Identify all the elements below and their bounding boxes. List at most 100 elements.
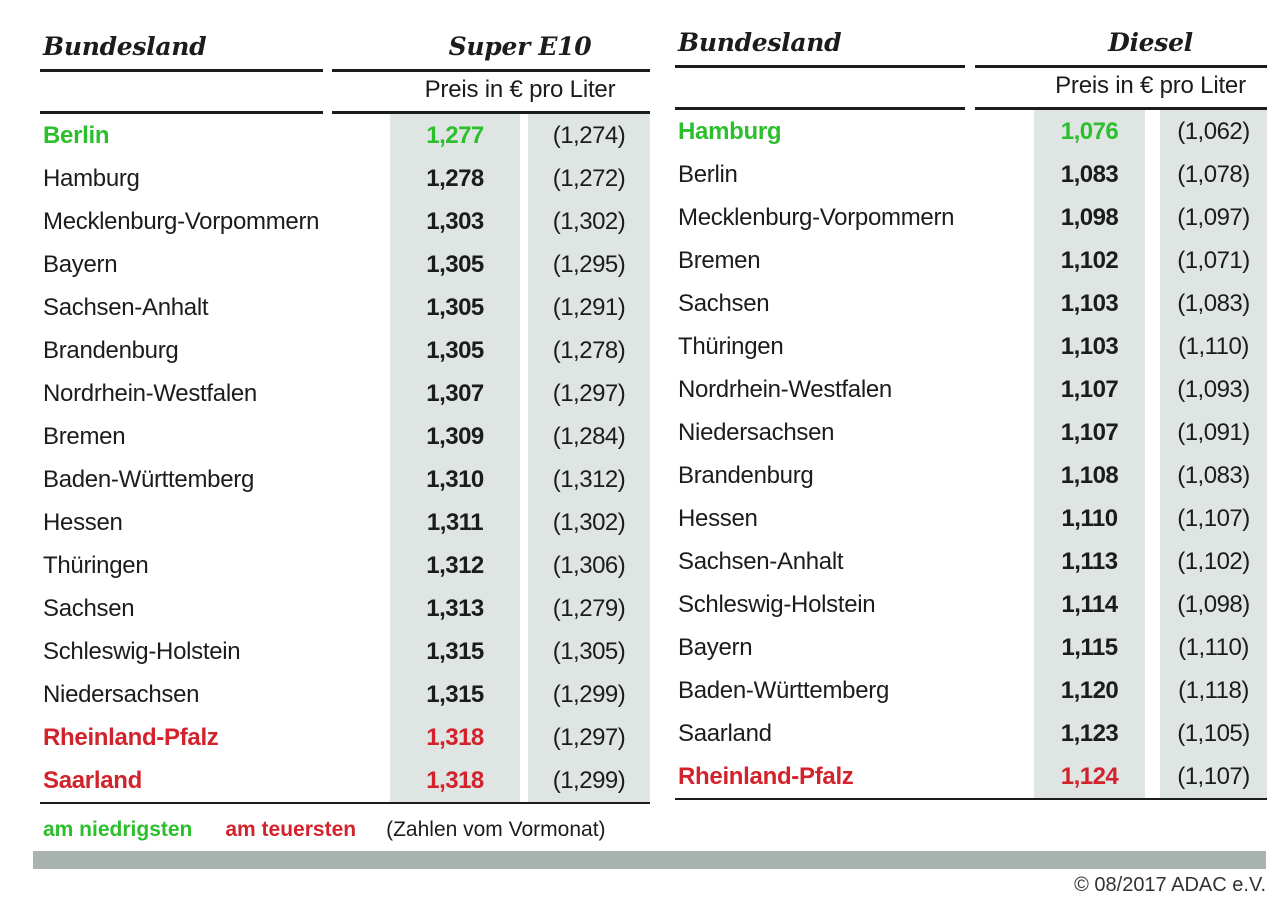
current-price: 1,305 bbox=[390, 286, 520, 329]
previous-month-price: (1,278) bbox=[528, 329, 650, 372]
state-name: Brandenburg bbox=[43, 336, 179, 364]
table-bottom-rule bbox=[675, 798, 1267, 800]
state-name: Sachsen bbox=[43, 594, 135, 622]
copyright-notice: © 08/2017 ADAC e.V. bbox=[1074, 874, 1266, 896]
current-price: 1,277 bbox=[390, 114, 520, 157]
column-spacer bbox=[520, 716, 528, 759]
column-spacer bbox=[1145, 454, 1160, 497]
column-spacer bbox=[1145, 196, 1160, 239]
state-column-header: Bundesland bbox=[40, 30, 323, 72]
current-price: 1,303 bbox=[390, 200, 520, 243]
state-column-subheader-space bbox=[675, 68, 965, 110]
column-spacer bbox=[1145, 368, 1160, 411]
column-spacer bbox=[1145, 239, 1160, 282]
column-spacer bbox=[1145, 153, 1160, 196]
current-price: 1,278 bbox=[390, 157, 520, 200]
column-spacer bbox=[1145, 411, 1160, 454]
state-column-header: Bundesland bbox=[675, 26, 965, 68]
column-spacer bbox=[520, 458, 528, 501]
legend-previous-month-note: (Zahlen vom Vormonat) bbox=[386, 818, 606, 841]
current-price: 1,310 bbox=[390, 458, 520, 501]
state-name: Nordrhein-Westfalen bbox=[678, 375, 892, 403]
legend-lowest-label: am niedrigsten bbox=[43, 818, 193, 841]
state-name: Hamburg bbox=[678, 117, 782, 145]
state-name: Niedersachsen bbox=[678, 418, 835, 446]
state-name: Bremen bbox=[43, 422, 126, 450]
state-name: Bremen bbox=[678, 246, 761, 274]
previous-month-price: (1,093) bbox=[1160, 368, 1267, 411]
previous-month-price: (1,083) bbox=[1160, 282, 1267, 325]
current-price: 1,305 bbox=[390, 329, 520, 372]
previous-month-price: (1,284) bbox=[528, 415, 650, 458]
current-price: 1,107 bbox=[1034, 368, 1145, 411]
column-spacer bbox=[520, 759, 528, 802]
previous-month-price: (1,107) bbox=[1160, 497, 1267, 540]
current-price: 1,124 bbox=[1034, 755, 1145, 798]
previous-month-price: (1,107) bbox=[1160, 755, 1267, 798]
column-spacer bbox=[520, 673, 528, 716]
state-name: Bayern bbox=[43, 250, 118, 278]
column-spacer bbox=[520, 501, 528, 544]
header-rule-gap bbox=[965, 26, 975, 68]
previous-month-price: (1,118) bbox=[1160, 669, 1267, 712]
current-price: 1,083 bbox=[1034, 153, 1145, 196]
state-name: Thüringen bbox=[43, 551, 149, 579]
state-name: Brandenburg bbox=[678, 461, 814, 489]
state-name: Sachsen-Anhalt bbox=[43, 293, 209, 321]
state-name: Hessen bbox=[678, 504, 758, 532]
state-name: Schleswig-Holstein bbox=[678, 590, 876, 618]
current-price: 1,107 bbox=[1034, 411, 1145, 454]
state-name: Schleswig-Holstein bbox=[43, 637, 241, 665]
state-name: Niedersachsen bbox=[43, 680, 200, 708]
state-name: Sachsen bbox=[678, 289, 770, 317]
previous-month-price: (1,297) bbox=[528, 716, 650, 759]
state-name: Saarland bbox=[43, 766, 142, 794]
state-name: Rheinland-Pfalz bbox=[678, 762, 854, 790]
current-price: 1,102 bbox=[1034, 239, 1145, 282]
previous-month-price: (1,083) bbox=[1160, 454, 1267, 497]
current-price: 1,110 bbox=[1034, 497, 1145, 540]
previous-month-price: (1,299) bbox=[528, 759, 650, 802]
column-spacer bbox=[1145, 325, 1160, 368]
current-price: 1,315 bbox=[390, 630, 520, 673]
previous-month-price: (1,299) bbox=[528, 673, 650, 716]
previous-month-price: (1,091) bbox=[1160, 411, 1267, 454]
previous-month-price: (1,306) bbox=[528, 544, 650, 587]
state-column-subheader-space bbox=[40, 72, 323, 114]
previous-month-price: (1,312) bbox=[528, 458, 650, 501]
current-price: 1,108 bbox=[1034, 454, 1145, 497]
state-name: Baden-Württemberg bbox=[678, 676, 889, 704]
column-spacer bbox=[520, 544, 528, 587]
current-price: 1,315 bbox=[390, 673, 520, 716]
current-price: 1,076 bbox=[1034, 110, 1145, 153]
previous-month-price: (1,297) bbox=[528, 372, 650, 415]
previous-month-price: (1,110) bbox=[1160, 325, 1267, 368]
column-spacer bbox=[1145, 669, 1160, 712]
previous-month-price: (1,274) bbox=[528, 114, 650, 157]
header-rule-gap bbox=[323, 72, 332, 114]
state-name: Thüringen bbox=[678, 332, 784, 360]
column-spacer bbox=[520, 243, 528, 286]
current-price: 1,103 bbox=[1034, 325, 1145, 368]
previous-month-price: (1,305) bbox=[528, 630, 650, 673]
column-spacer bbox=[520, 415, 528, 458]
state-name: Hamburg bbox=[43, 164, 140, 192]
column-spacer bbox=[520, 372, 528, 415]
state-name: Mecklenburg-Vorpommern bbox=[43, 207, 320, 235]
current-price: 1,318 bbox=[390, 759, 520, 802]
previous-month-price: (1,272) bbox=[528, 157, 650, 200]
previous-month-price: (1,302) bbox=[528, 200, 650, 243]
current-price: 1,115 bbox=[1034, 626, 1145, 669]
current-price: 1,098 bbox=[1034, 196, 1145, 239]
fuel-column-header: Super E10 bbox=[332, 30, 650, 72]
column-spacer bbox=[1145, 497, 1160, 540]
state-name: Berlin bbox=[43, 121, 110, 149]
state-name: Baden-Württemberg bbox=[43, 465, 254, 493]
price-unit-header: Preis in € pro Liter bbox=[975, 68, 1267, 110]
column-spacer bbox=[520, 329, 528, 372]
current-price: 1,113 bbox=[1034, 540, 1145, 583]
header-rule-gap bbox=[323, 30, 332, 72]
previous-month-price: (1,302) bbox=[528, 501, 650, 544]
column-spacer bbox=[1145, 110, 1160, 153]
